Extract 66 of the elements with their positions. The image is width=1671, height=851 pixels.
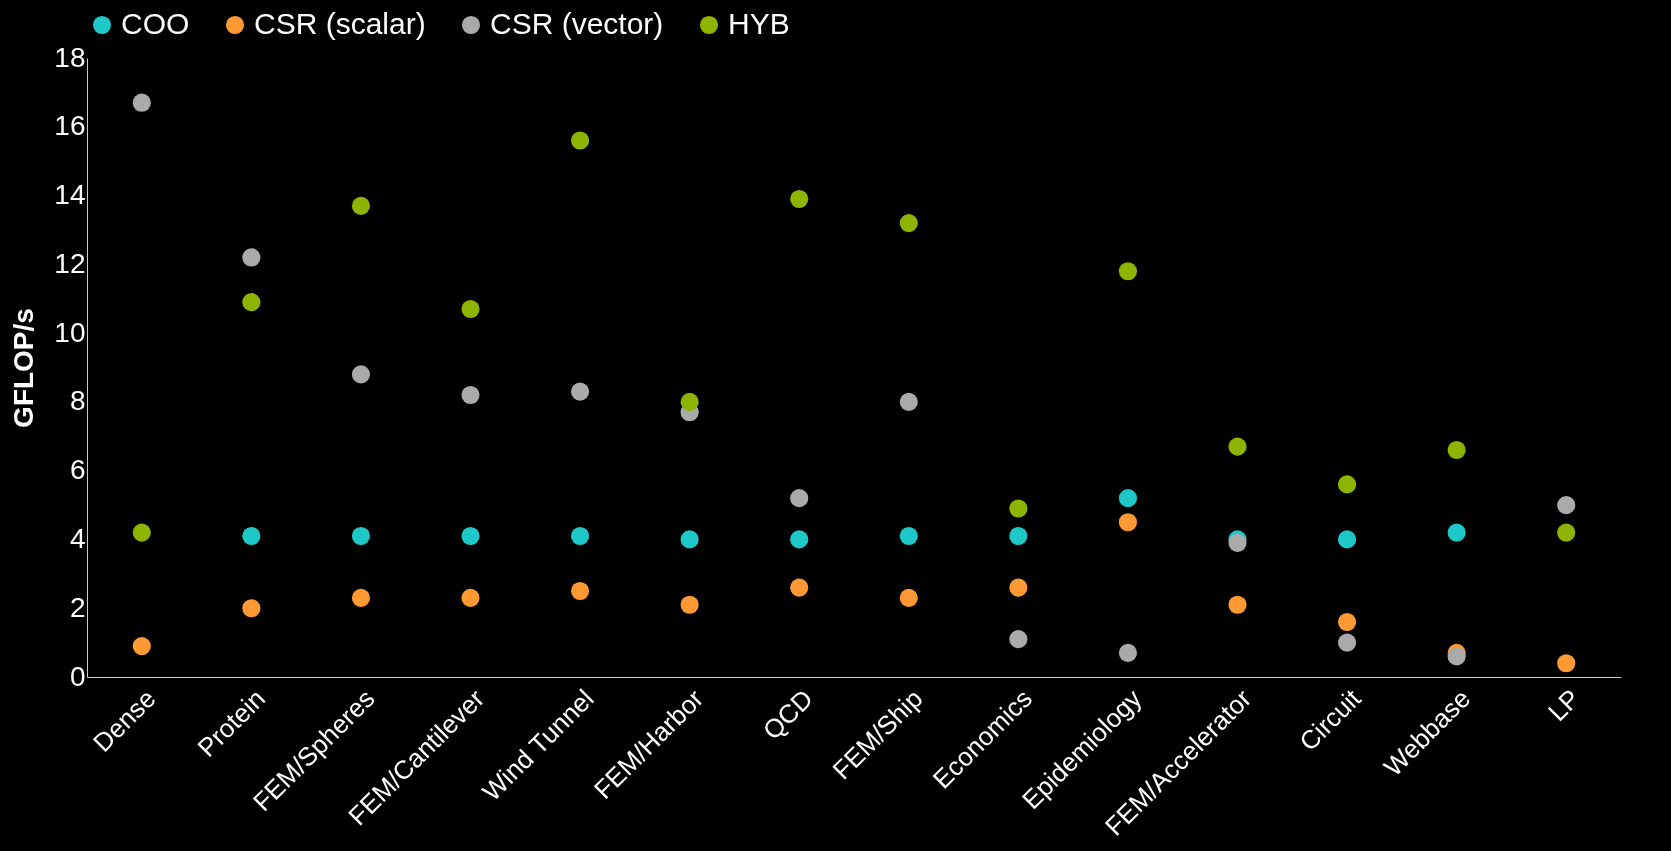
point: [242, 293, 261, 312]
point: [570, 131, 590, 150]
point: [461, 299, 480, 319]
y-axis-title: GFLOP/s: [8, 308, 40, 428]
point: [1447, 647, 1466, 666]
point: [1337, 612, 1357, 632]
point: [570, 526, 590, 546]
point: [570, 581, 590, 601]
point: [1228, 437, 1247, 456]
point: [1337, 530, 1357, 549]
point: [132, 523, 151, 542]
point: [570, 382, 590, 401]
point: [680, 595, 699, 614]
y-tick-label: 0: [69, 660, 86, 692]
point: [680, 530, 699, 549]
x-tick-label: LP: [1542, 683, 1586, 728]
y-tick-label: 2: [69, 591, 86, 623]
point: [899, 588, 918, 607]
point: [790, 530, 809, 549]
point: [899, 392, 918, 411]
point: [1009, 526, 1028, 546]
y-tick-label: 4: [69, 522, 86, 554]
point: [899, 214, 918, 233]
point: [1118, 513, 1138, 532]
point: [132, 636, 151, 656]
point: [461, 588, 480, 607]
point: [790, 489, 809, 508]
point: [1009, 499, 1028, 518]
point: [790, 578, 809, 597]
point: [351, 588, 371, 607]
point: [790, 189, 809, 209]
point: [1557, 495, 1576, 515]
point: [1228, 595, 1247, 614]
legend-label: CSR (vector): [490, 7, 664, 40]
point: [1118, 643, 1138, 662]
point: [132, 93, 151, 112]
point: [1009, 578, 1028, 597]
point: [1447, 440, 1466, 460]
point: [461, 526, 480, 546]
point: [899, 526, 918, 546]
y-tick-label: 8: [69, 385, 86, 417]
legend-label: COO: [121, 7, 190, 40]
point: [351, 365, 371, 384]
point: [461, 385, 480, 405]
y-tick-label: 12: [54, 247, 86, 279]
y-tick-label: 16: [54, 110, 86, 142]
point: [1337, 475, 1357, 494]
y-tick-label: 6: [69, 454, 86, 486]
point: [1557, 654, 1576, 673]
y-tick-label: 18: [54, 41, 86, 73]
y-tick-label: 10: [54, 316, 86, 348]
point: [242, 248, 261, 267]
point: [242, 599, 261, 618]
point: [351, 526, 371, 546]
legend-label: HYB: [728, 7, 790, 40]
point: [1118, 262, 1138, 281]
point: [351, 196, 371, 215]
point: [680, 392, 699, 411]
point: [1447, 523, 1466, 542]
point: [1118, 489, 1138, 508]
point: [1009, 630, 1028, 649]
point: [1337, 633, 1357, 652]
legend-label: CSR (scalar): [254, 7, 426, 40]
point: [1557, 523, 1576, 542]
point: [242, 526, 261, 546]
y-tick-label: 14: [54, 179, 86, 211]
